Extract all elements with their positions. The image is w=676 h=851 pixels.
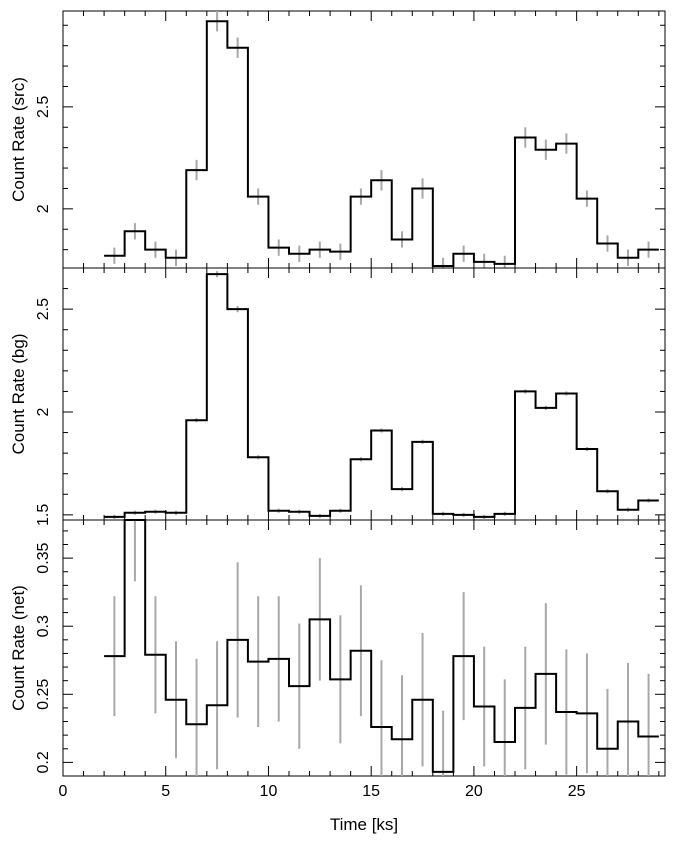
panel-frame xyxy=(62,10,666,269)
y-tick-label: 2.5 xyxy=(35,298,52,320)
panel-net: 0.2 0.25 0.3 0.35 Count Rate (net) 0 5 10 15 20 25… xyxy=(9,519,666,834)
panel-bg: 1.5 2 2.5 Count Rate (bg) xyxy=(9,267,666,526)
x-tick-label: 10 xyxy=(260,783,278,800)
y-axis-label: Count Rate (src) xyxy=(9,77,28,202)
x-tick-label: 0 xyxy=(59,783,68,800)
y-tick-label: 1.5 xyxy=(35,504,52,526)
x-axis-label: Time [ks] xyxy=(330,815,398,834)
error-bars xyxy=(113,11,650,268)
panel-frame xyxy=(62,519,666,777)
y-tick-label: 0.25 xyxy=(35,679,52,710)
x-tick-label: 5 xyxy=(161,783,170,800)
step-line-bg xyxy=(104,273,659,518)
y-axis-label: Count Rate (net) xyxy=(9,585,28,711)
y-tick-label: 2 xyxy=(35,407,52,416)
y-axis-label: Count Rate (bg) xyxy=(9,334,28,455)
y-tick-label: 2 xyxy=(35,204,52,213)
error-bars xyxy=(113,271,650,519)
y-tick-label: 0.2 xyxy=(35,751,52,773)
y-tick-label: 0.3 xyxy=(35,615,52,637)
x-tick-label: 25 xyxy=(568,783,586,800)
x-ticks xyxy=(62,520,660,776)
x-tick-label: 20 xyxy=(465,783,483,800)
y-ticks xyxy=(63,530,665,777)
step-line-src xyxy=(104,20,659,267)
step-line-net xyxy=(104,519,659,773)
error-bars xyxy=(113,520,650,776)
y-tick-label: 0.35 xyxy=(35,542,52,573)
y-ticks xyxy=(63,267,665,516)
y-tick-label: 2.5 xyxy=(35,96,52,118)
y-ticks xyxy=(63,24,665,251)
x-ticks xyxy=(62,11,660,268)
panel-src: 2 2.5 Count Rate (src) xyxy=(9,10,666,269)
x-tick-label: 15 xyxy=(362,783,380,800)
